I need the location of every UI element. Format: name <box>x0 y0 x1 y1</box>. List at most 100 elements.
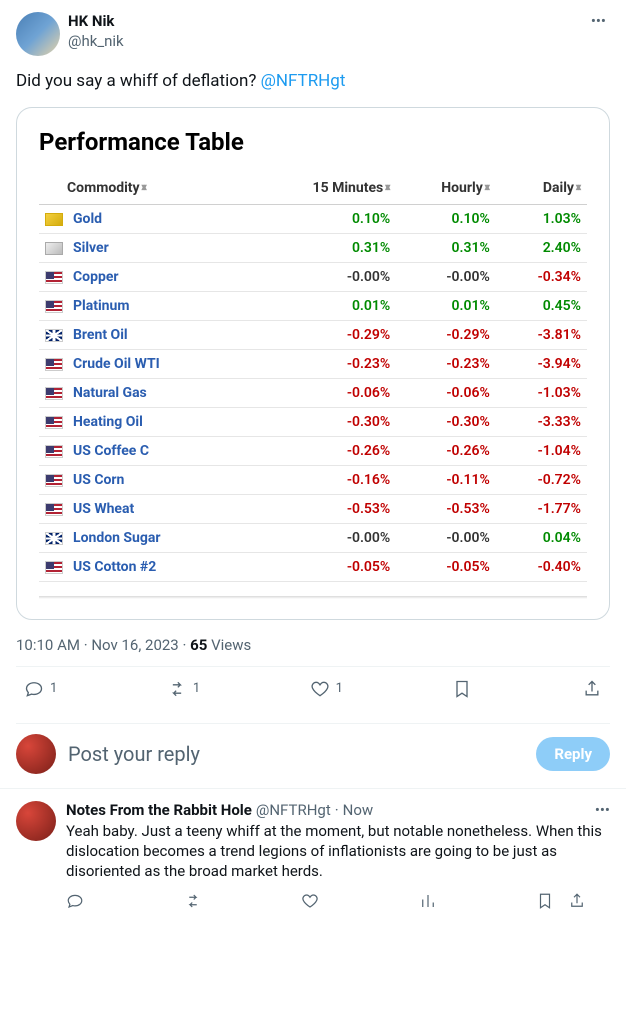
value-cell: 0.10% <box>249 204 397 233</box>
value-cell: -0.06% <box>396 378 496 407</box>
commodity-cell[interactable]: Brent Oil <box>39 320 249 349</box>
table-row: London Sugar-0.00%-0.00%0.04% <box>39 523 587 552</box>
commodity-cell[interactable]: US Wheat <box>39 494 249 523</box>
value-cell: -0.00% <box>396 262 496 291</box>
tweet-date[interactable]: Nov 16, 2023 <box>91 636 178 654</box>
flag-icon <box>45 358 63 371</box>
heart-icon <box>310 679 330 699</box>
table-row: Platinum0.01%0.01%0.45% <box>39 291 587 320</box>
value-cell: -0.06% <box>249 378 397 407</box>
reply-author-name[interactable]: Notes From the Rabbit Hole <box>66 801 252 819</box>
table-shadow <box>39 596 587 599</box>
main-tweet: HK Nik @hk_nik ••• Did you say a whiff o… <box>0 0 626 724</box>
commodity-cell[interactable]: Natural Gas <box>39 378 249 407</box>
value-cell: -1.77% <box>496 494 587 523</box>
flag-icon <box>45 503 63 516</box>
th-15min: 15 Minutes▴▾ <box>249 174 397 205</box>
more-icon[interactable]: ••• <box>587 12 610 30</box>
share-button[interactable] <box>582 679 602 699</box>
reply-like-button[interactable] <box>301 892 319 914</box>
analytics-icon <box>419 892 437 910</box>
bookmark-button[interactable] <box>452 679 472 699</box>
value-cell: -1.04% <box>496 436 587 465</box>
value-cell: -1.03% <box>496 378 587 407</box>
reply-views-button[interactable] <box>419 892 437 914</box>
flag-icon <box>45 561 63 574</box>
reply-time: Now <box>343 801 374 819</box>
value-cell: -0.53% <box>249 494 397 523</box>
table-row: US Corn-0.16%-0.11%-0.72% <box>39 465 587 494</box>
table-row: Brent Oil-0.29%-0.29%-3.81% <box>39 320 587 349</box>
reply-author-handle[interactable]: @NFTRHgt <box>256 801 331 819</box>
embedded-image-card[interactable]: Performance Table Commodity▴▾ 15 Minutes… <box>16 107 610 620</box>
value-cell: -0.30% <box>396 407 496 436</box>
flag-icon <box>45 474 63 487</box>
avatar[interactable] <box>16 12 60 56</box>
reply-bookmark-button[interactable] <box>536 892 554 914</box>
commodity-cell[interactable]: Crude Oil WTI <box>39 349 249 378</box>
commodity-cell[interactable]: Platinum <box>39 291 249 320</box>
value-cell: -0.34% <box>496 262 587 291</box>
self-avatar[interactable] <box>16 734 56 774</box>
th-hourly: Hourly▴▾ <box>396 174 496 205</box>
mention-link[interactable]: @NFTRHgt <box>261 71 346 91</box>
table-row: US Coffee C-0.26%-0.26%-1.04% <box>39 436 587 465</box>
flag-icon <box>45 416 63 429</box>
value-cell: -0.29% <box>249 320 397 349</box>
share-icon <box>582 679 602 699</box>
tweet-meta: 10:10 AM · Nov 16, 2023 · 65 Views <box>16 636 610 654</box>
reply-retweet-button[interactable] <box>184 892 202 914</box>
table-row: Silver0.31%0.31%2.40% <box>39 233 587 262</box>
reply-share-button[interactable] <box>568 892 586 914</box>
retweet-icon <box>167 679 187 699</box>
reply-icon <box>66 892 84 910</box>
heart-icon <box>301 892 319 910</box>
value-cell: -0.05% <box>249 552 397 581</box>
value-cell: -0.00% <box>396 523 496 552</box>
value-cell: 0.01% <box>249 291 397 320</box>
commodity-cell[interactable]: US Cotton #2 <box>39 552 249 581</box>
commodity-cell[interactable]: London Sugar <box>39 523 249 552</box>
tweet-time[interactable]: 10:10 AM <box>16 636 80 654</box>
value-cell: -0.00% <box>249 523 397 552</box>
value-cell: 0.01% <box>396 291 496 320</box>
commodity-cell[interactable]: US Corn <box>39 465 249 494</box>
reply-reply-button[interactable] <box>66 892 84 914</box>
flag-icon <box>45 213 63 226</box>
views-label: Views <box>211 636 251 654</box>
th-daily: Daily▴▾ <box>496 174 587 205</box>
value-cell: -0.16% <box>249 465 397 494</box>
author-name[interactable]: HK Nik <box>68 12 579 32</box>
table-row: Copper-0.00%-0.00%-0.34% <box>39 262 587 291</box>
flag-icon <box>45 445 63 458</box>
reply-tweet[interactable]: Notes From the Rabbit Hole @NFTRHgt · No… <box>0 789 626 926</box>
author-handle[interactable]: @hk_nik <box>68 32 579 52</box>
retweet-button[interactable]: 1 <box>167 679 200 699</box>
like-button[interactable]: 1 <box>310 679 343 699</box>
commodity-cell[interactable]: Silver <box>39 233 249 262</box>
bookmark-icon <box>452 679 472 699</box>
commodity-cell[interactable]: Heating Oil <box>39 407 249 436</box>
tweet-text-content: Did you say a whiff of deflation? <box>16 71 261 91</box>
th-commodity: Commodity▴▾ <box>39 174 249 205</box>
reply-button[interactable]: 1 <box>24 679 57 699</box>
value-cell: 0.45% <box>496 291 587 320</box>
reply-avatar[interactable] <box>16 801 56 841</box>
tweet-text: Did you say a whiff of deflation? @NFTRH… <box>16 70 610 93</box>
table-row: Heating Oil-0.30%-0.30%-3.33% <box>39 407 587 436</box>
flag-icon <box>45 271 63 284</box>
commodity-cell[interactable]: Gold <box>39 204 249 233</box>
action-bar: 1 1 1 <box>16 667 610 711</box>
value-cell: -0.26% <box>249 436 397 465</box>
value-cell: -0.30% <box>249 407 397 436</box>
commodity-cell[interactable]: Copper <box>39 262 249 291</box>
reply-more-icon[interactable]: ••• <box>595 801 610 819</box>
table-title: Performance Table <box>39 128 587 156</box>
value-cell: -0.23% <box>396 349 496 378</box>
flag-icon <box>45 532 63 545</box>
reply-input[interactable]: Post your reply <box>68 742 524 766</box>
commodity-cell[interactable]: US Coffee C <box>39 436 249 465</box>
value-cell: 0.31% <box>249 233 397 262</box>
value-cell: -0.72% <box>496 465 587 494</box>
post-reply-button[interactable]: Reply <box>536 737 610 771</box>
